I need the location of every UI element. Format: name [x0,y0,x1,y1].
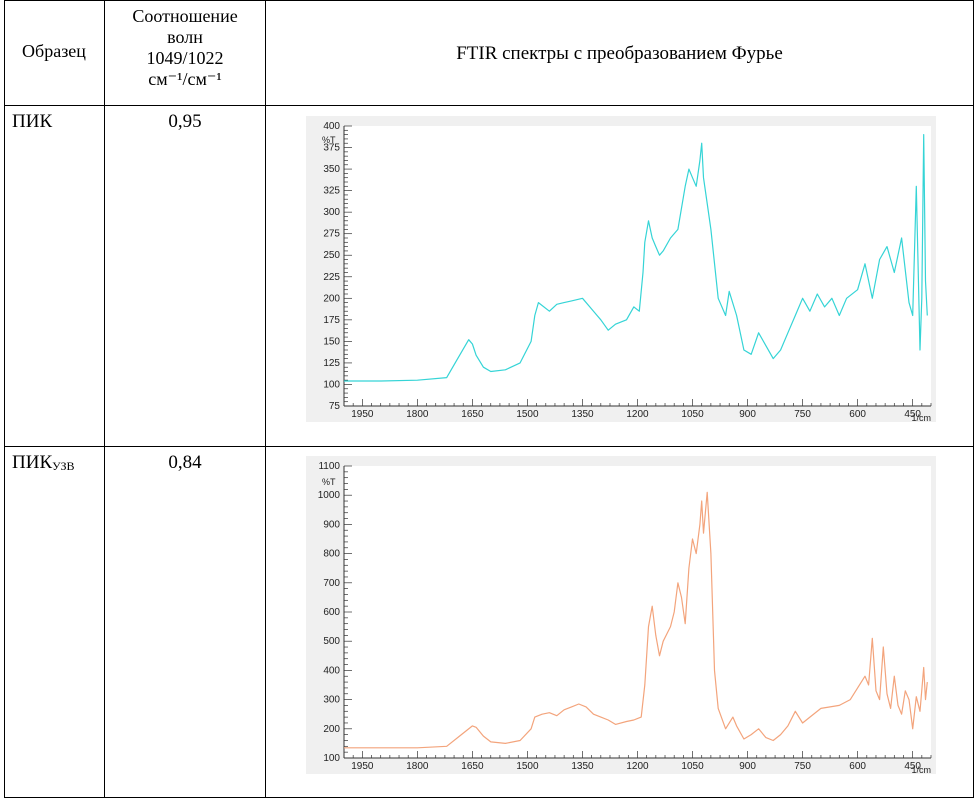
x-tick-label: 1800 [406,761,429,772]
y-tick-label: 175 [323,315,340,326]
y-tick-label: 125 [323,358,340,369]
x-unit-label: 1/cm [911,413,931,422]
header-sample: Образец [22,41,86,61]
y-tick-label: 600 [323,607,340,618]
table-border-left [4,0,5,798]
table-border-right [973,0,974,798]
x-tick-label: 450 [904,761,921,772]
y-tick-label: 100 [323,753,340,764]
ftir-chart-pik: 75 100 125 150 175 200 225 250 275 300 325 350 375 40… [306,116,936,422]
x-tick-label: 1050 [681,761,704,772]
y-tick-label: 150 [323,336,340,347]
y-tick-label: 1000 [318,490,341,501]
x-tick-label: 1500 [516,761,539,772]
row2-ratio: 0,84 [168,452,202,473]
header-ratio-line-2: волн [167,27,203,47]
y-tick-label: 200 [323,724,340,735]
x-tick-label: 1200 [626,409,649,420]
x-tick-label: 1650 [461,409,484,420]
y-tick-label: 300 [323,695,340,706]
ftir-chart-pik-uzv-svg: 100 200 300 400 500 600 700 800 900 1000 1100 %T 195… [306,456,936,774]
x-tick-label: 1350 [571,409,594,420]
x-tick-label: 1800 [406,409,429,420]
row2-sample-sub: УЗВ [52,459,75,473]
ftir-chart-pik-uzv: 100 200 300 400 500 600 700 800 900 1000 1100 %T 195… [306,456,936,774]
row1-sample: ПИК [12,111,52,133]
table-border-col2 [265,0,266,798]
plot-area [344,466,931,758]
table-border-col1 [104,0,105,798]
y-tick-label: 800 [323,549,340,560]
y-tick-label: 1100 [318,461,340,472]
header-spectra: FTIR спектры с преобразованием Фурье [456,43,783,64]
header-ratio-line-1: Соотношение [132,6,238,26]
y-unit-label: %T [322,477,336,487]
ftir-table: Образец Соотношение волн 1049/1022 см⁻¹/… [4,0,974,798]
plot-area [344,126,931,406]
x-tick-label: 750 [794,409,811,420]
spectrum-line [344,491,928,749]
y-tick-label: 400 [323,121,340,132]
row2-sample-name: ПИК [12,452,53,473]
y-tick-label: 900 [323,519,340,530]
x-tick-label: 1350 [571,761,594,772]
x-unit-label: 1/cm [911,765,931,774]
spectrum-line [344,134,928,382]
header-ratio-line-4: см⁻¹/см⁻¹ [148,69,222,89]
y-tick-label: 75 [329,401,341,412]
x-tick-label: 750 [794,761,811,772]
table-border-row1-bottom [4,446,974,447]
x-tick-label: 450 [904,409,921,420]
row1-sample-name: ПИК [12,111,53,132]
y-tick-label: 325 [323,186,340,197]
x-tick-label: 1950 [351,761,374,772]
y-tick-label: 225 [323,272,340,283]
row1-ratio: 0,95 [168,111,202,132]
x-tick-label: 900 [739,409,756,420]
row2-sample: ПИКУЗВ [12,452,74,474]
x-tick-label: 1050 [681,409,704,420]
header-ratio: Соотношение волн 1049/1022 см⁻¹/см⁻¹ [105,6,265,90]
y-tick-label: 500 [323,636,340,647]
table-border-header-bottom [4,105,974,106]
header-ratio-line-3: 1049/1022 [146,48,224,68]
x-tick-label: 1950 [351,409,374,420]
x-tick-label: 900 [739,761,756,772]
ftir-chart-pik-svg: 75 100 125 150 175 200 225 250 275 300 325 350 375 40… [306,116,936,422]
x-tick-label: 600 [849,409,866,420]
y-tick-label: 200 [323,293,340,304]
table-border-top [4,0,974,1]
y-tick-label: 700 [323,578,340,589]
y-unit-label: %T [322,135,336,145]
x-tick-label: 1500 [516,409,539,420]
y-tick-label: 375 [323,143,340,154]
table-border-bottom [4,797,974,798]
x-tick-label: 600 [849,761,866,772]
x-tick-label: 1650 [461,761,484,772]
y-tick-label: 300 [323,207,340,218]
y-tick-label: 250 [323,250,340,261]
y-tick-label: 275 [323,229,340,240]
y-tick-label: 400 [323,665,340,676]
y-tick-label: 350 [323,164,340,175]
x-tick-label: 1200 [626,761,649,772]
y-tick-label: 100 [323,379,340,390]
